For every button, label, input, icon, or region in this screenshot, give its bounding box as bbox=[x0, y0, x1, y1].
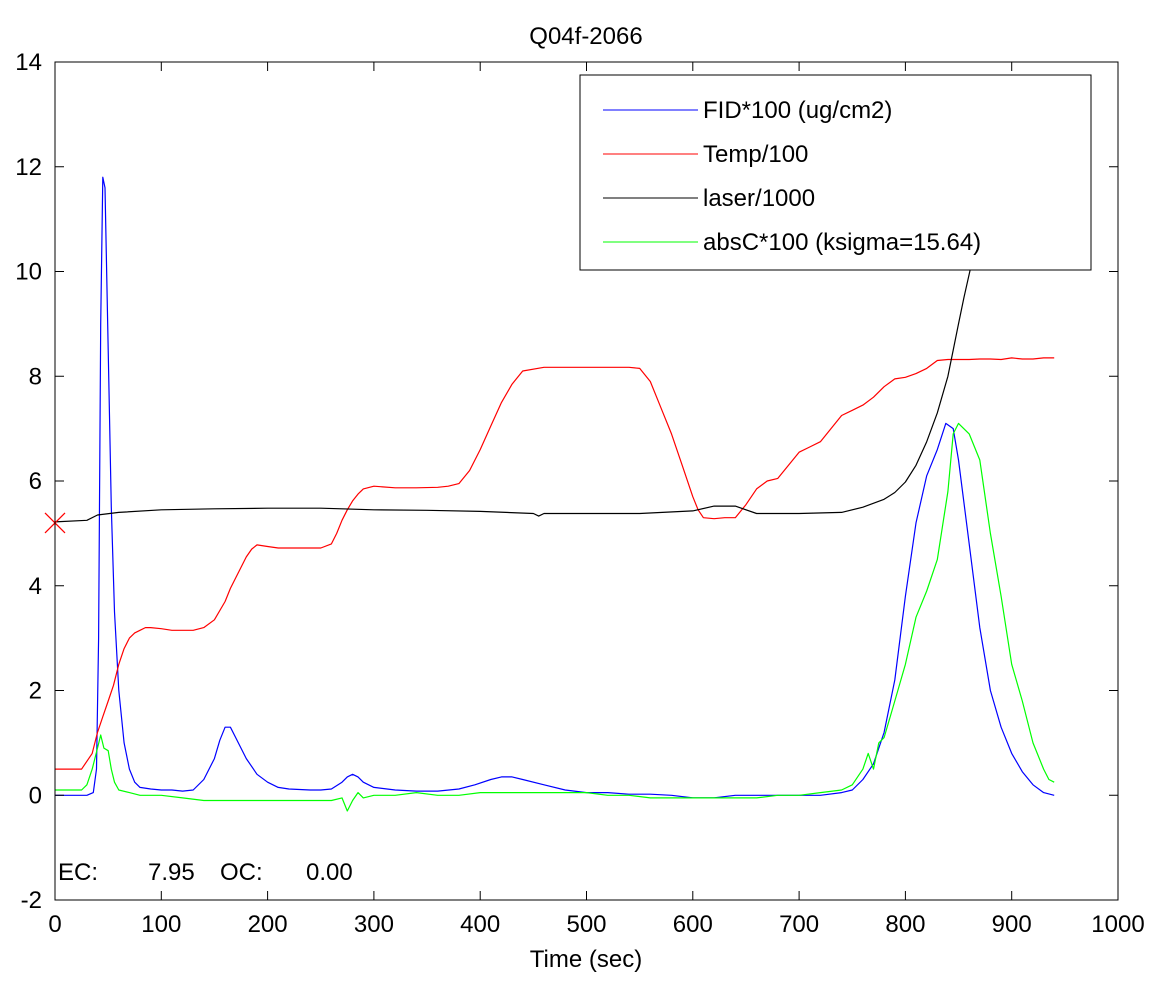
x-tick-label: 100 bbox=[141, 911, 181, 938]
ec-value: 7.95 bbox=[148, 859, 195, 886]
x-axis-label: Time (sec) bbox=[530, 946, 642, 973]
legend-label-laser: laser/1000 bbox=[703, 185, 815, 212]
x-tick-label: 500 bbox=[566, 911, 606, 938]
x-tick-label: 1000 bbox=[1091, 911, 1144, 938]
y-tick-label: 0 bbox=[29, 782, 42, 809]
chart-title: Q04f-2066 bbox=[529, 23, 642, 50]
x-tick-label: 300 bbox=[354, 911, 394, 938]
y-tick-label: 2 bbox=[29, 678, 42, 705]
y-tick-label: 10 bbox=[15, 259, 42, 286]
x-tick-label: 0 bbox=[48, 911, 61, 938]
series-line-temp bbox=[55, 357, 1055, 770]
series-line-absc bbox=[55, 422, 1055, 812]
ec-oc-annotation: EC: 7.95 OC: 0.00 bbox=[58, 859, 353, 886]
x-tick-label: 700 bbox=[779, 911, 819, 938]
y-tick-label: 8 bbox=[29, 363, 42, 390]
ec-label: EC: bbox=[58, 859, 98, 886]
series-line-laser bbox=[54, 226, 981, 523]
oc-label: OC: bbox=[220, 859, 263, 886]
legend-label-absc: absC*100 (ksigma=15.64) bbox=[703, 229, 981, 256]
legend-label-fid: FID*100 (ug/cm2) bbox=[703, 97, 892, 124]
y-tick-label: -2 bbox=[21, 887, 42, 914]
y-tick-label: 6 bbox=[29, 468, 42, 495]
legend: FID*100 (ug/cm2) Temp/100 laser/1000 abs… bbox=[579, 74, 1092, 271]
x-tick-label: 800 bbox=[885, 911, 925, 938]
y-axis: -2 0 2 4 6 8 10 12 14 bbox=[15, 49, 1118, 914]
x-axis: 0 100 200 300 400 500 600 700 800 900 1000 bbox=[48, 62, 1145, 938]
legend-label-temp: Temp/100 bbox=[703, 141, 808, 168]
x-tick-label: 200 bbox=[248, 911, 288, 938]
x-tick-label: 600 bbox=[673, 911, 713, 938]
y-tick-label: 14 bbox=[15, 49, 42, 76]
series-line-fid bbox=[55, 176, 1055, 799]
y-tick-label: 12 bbox=[15, 154, 42, 181]
x-tick-label: 400 bbox=[460, 911, 500, 938]
legend-box bbox=[579, 74, 1092, 271]
oc-value: 0.00 bbox=[306, 859, 353, 886]
plot-lines bbox=[44, 176, 1055, 812]
y-tick-label: 4 bbox=[29, 573, 42, 600]
x-tick-label: 900 bbox=[992, 911, 1032, 938]
